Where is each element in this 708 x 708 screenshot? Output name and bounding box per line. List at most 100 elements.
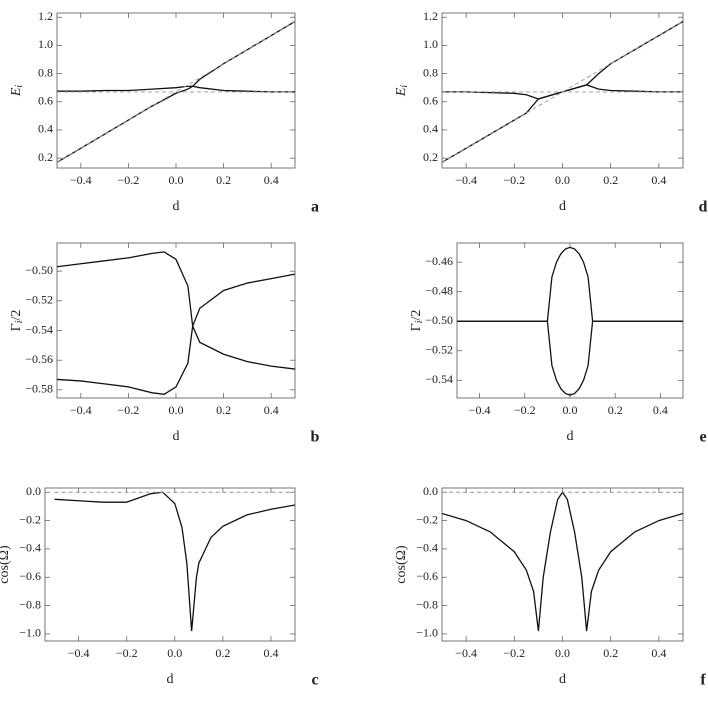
x-tick-label: 0.4	[651, 173, 666, 187]
y-tick-label: −0.52	[425, 343, 453, 357]
x-tick-label: 0.0	[167, 646, 182, 660]
y-axis-label-part: cos(Ω)	[394, 545, 409, 584]
y-axis-label: cos(Ω)	[394, 545, 409, 584]
y-tick-label: −0.46	[425, 254, 453, 268]
x-tick-label: 0.4	[653, 403, 668, 417]
x-axis-label: d	[559, 672, 566, 687]
y-tick-label: −1.0	[416, 626, 438, 640]
y-axis-label: Ei	[9, 85, 25, 98]
y-tick-label: 0.2	[38, 150, 53, 164]
x-tick-label: 0.2	[216, 403, 231, 417]
y-tick-label: −0.58	[25, 382, 53, 396]
y-tick-label: 1.0	[38, 37, 53, 51]
plot-frame	[456, 242, 684, 399]
panel: −0.4 −0.2 0.0 0.2 0.4 −0.50 −0.52 −0.54 −0.56 −0.…	[9, 242, 320, 446]
x-tick-label: 0.0	[555, 173, 570, 187]
y-axis-label-part: Γ	[9, 323, 24, 331]
plot-area	[457, 246, 683, 396]
y-tick-label: −0.2	[416, 512, 438, 526]
y-tick-label: −0.52	[25, 293, 53, 307]
x-tick-label: −0.2	[503, 173, 525, 187]
y-axis-label-part: cos(Ω)	[0, 545, 12, 584]
y-tick-label: 0.8	[423, 65, 438, 79]
y-axis-label: Ei	[394, 85, 410, 98]
curve	[57, 85, 295, 93]
x-axis-label: d	[173, 199, 180, 214]
curve	[54, 491, 295, 632]
x-tick-label: −0.4	[455, 646, 477, 660]
y-tick-label: 0.4	[38, 122, 53, 136]
x-tick-label: 0.0	[555, 646, 570, 660]
y-tick-label: −0.54	[25, 322, 53, 336]
panel: −0.4 −0.2 0.0 0.2 0.4 0.2 0.4 0.6 0.8 1.0 1.2 d a Ei	[9, 9, 319, 216]
y-axis-label-part: /2	[409, 310, 424, 321]
y-axis-label-part: E	[9, 87, 24, 97]
x-tick-label: 0.0	[563, 403, 578, 417]
x-axis-label: d	[173, 429, 180, 444]
y-tick-label: 1.2	[38, 9, 53, 23]
panel: −0.4 −0.2 0.0 0.2 0.4 0.0 −0.2 −0.4 −0.6 −0.8 −1.0…	[394, 484, 706, 689]
panel: −0.4 −0.2 0.0 0.2 0.4 0.0 −0.2 −0.4 −0.6 −0.8 −1.0…	[0, 484, 319, 689]
y-tick-label: −0.4	[416, 541, 438, 555]
plot-area	[442, 20, 683, 163]
panel: −0.4 −0.2 0.0 0.2 0.4 0.2 0.4 0.6 0.8 1.0 1.2 d d Ei	[394, 9, 707, 216]
y-tick-label: 0.4	[423, 122, 438, 136]
panel: −0.4 −0.2 0.0 0.2 0.4 −0.46 −0.48 −0.50 −0.52 −0.…	[409, 242, 707, 446]
panel-letter: b	[311, 429, 320, 446]
y-tick-label: 1.2	[423, 9, 438, 23]
curve	[457, 320, 683, 396]
y-axis-label-part: i	[399, 85, 410, 88]
x-tick-label: 0.2	[603, 173, 618, 187]
y-axis-label: cos(Ω)	[0, 545, 12, 584]
y-tick-label: 0.6	[38, 94, 53, 108]
plot-area	[57, 251, 295, 395]
y-tick-label: −0.56	[25, 352, 53, 366]
x-axis-label: d	[167, 672, 174, 687]
plot-area	[57, 20, 295, 163]
y-axis-label-part: i	[14, 85, 25, 88]
x-tick-label: −0.2	[118, 403, 140, 417]
y-tick-label: 1.0	[423, 37, 438, 51]
x-tick-label: 0.4	[264, 173, 279, 187]
x-tick-label: 0.4	[264, 403, 279, 417]
y-axis-label: Γi/2	[9, 310, 25, 332]
x-axis-label: d	[559, 199, 566, 214]
y-tick-label: −0.54	[425, 372, 453, 386]
curve	[57, 251, 295, 327]
y-axis-label-part: /2	[9, 310, 24, 321]
x-tick-label: −0.4	[469, 403, 491, 417]
x-tick-label: 0.2	[608, 403, 623, 417]
plot-area	[442, 491, 683, 632]
x-tick-label: −0.4	[70, 173, 92, 187]
dashed-line	[442, 21, 683, 163]
x-tick-label: −0.4	[455, 173, 477, 187]
x-tick-label: 0.4	[651, 646, 666, 660]
x-tick-label: −0.2	[514, 403, 536, 417]
x-tick-label: −0.2	[116, 646, 138, 660]
y-tick-label: −1.0	[19, 626, 41, 640]
y-tick-label: 0.0	[26, 484, 41, 498]
x-tick-label: 0.0	[169, 403, 184, 417]
x-tick-label: 0.2	[215, 646, 230, 660]
y-tick-label: −0.6	[19, 569, 41, 583]
plot-area	[54, 491, 295, 632]
y-axis-label-part: Γ	[409, 323, 424, 331]
y-tick-label: −0.8	[416, 597, 438, 611]
y-tick-label: 0.2	[423, 150, 438, 164]
y-tick-label: 0.6	[423, 94, 438, 108]
y-axis-label: Γi/2	[409, 310, 425, 332]
y-tick-label: −0.48	[425, 283, 453, 297]
y-tick-label: −0.6	[416, 569, 438, 583]
y-axis-label-part: i	[414, 320, 425, 323]
x-tick-label: −0.2	[503, 646, 525, 660]
curve	[457, 246, 683, 322]
panel-letter: a	[311, 199, 319, 216]
panel-letter: c	[311, 672, 318, 689]
y-tick-label: 0.0	[423, 484, 438, 498]
x-axis-label: d	[567, 429, 574, 444]
x-tick-label: −0.2	[118, 173, 140, 187]
y-axis-label-part: E	[394, 87, 409, 97]
plot-frame	[441, 12, 684, 169]
y-tick-label: 0.8	[38, 65, 53, 79]
